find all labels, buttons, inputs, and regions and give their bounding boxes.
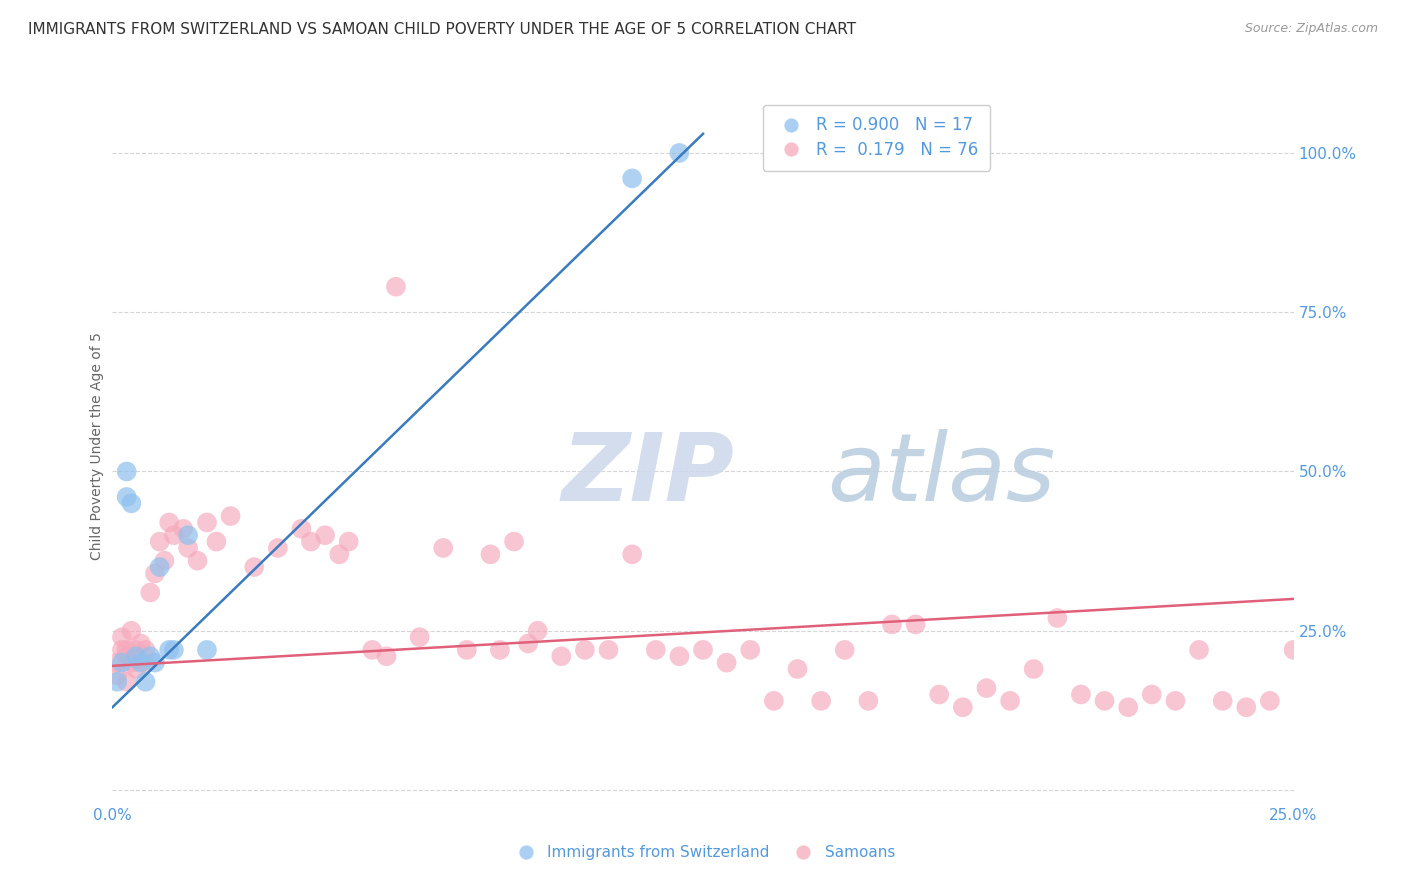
Point [195,643,218,657]
Point [153,554,176,568]
Point [135,643,157,657]
Point [1258,694,1281,708]
Point [149,560,172,574]
Text: Source: ZipAtlas.com: Source: ZipAtlas.com [1244,22,1378,36]
Point [125,662,148,676]
Point [243,560,266,574]
Point [139,649,162,664]
Point [143,656,166,670]
Text: IMMIGRANTS FROM SWITZERLAND VS SAMOAN CHILD POVERTY UNDER THE AGE OF 5 CORRELATI: IMMIGRANTS FROM SWITZERLAND VS SAMOAN CH… [28,22,856,37]
Point [135,656,157,670]
Point [716,656,738,670]
Legend: Immigrants from Switzerland, Samoans: Immigrants from Switzerland, Samoans [505,839,901,866]
Point [1022,662,1045,676]
Point [135,674,157,689]
Point [1070,688,1092,702]
Point [668,649,690,664]
Point [1046,611,1069,625]
Point [120,624,142,638]
Point [195,516,218,530]
Point [205,534,228,549]
Point [1164,694,1187,708]
Point [1282,643,1305,657]
Point [952,700,974,714]
Point [668,145,690,160]
Point [1140,688,1163,702]
Point [574,643,596,657]
Point [976,681,998,695]
Point [157,516,180,530]
Point [328,547,350,561]
Point [186,554,208,568]
Point [115,490,138,504]
Point [105,656,128,670]
Point [219,509,242,524]
Point [762,694,785,708]
Point [456,643,478,657]
Text: atlas: atlas [827,429,1056,520]
Point [692,643,714,657]
Point [299,534,322,549]
Point [1188,643,1211,657]
Point [740,643,762,657]
Point [177,528,200,542]
Point [489,643,512,657]
Point [163,643,186,657]
Point [598,643,620,657]
Point [163,528,186,542]
Point [143,566,166,581]
Point [111,630,134,644]
Point [361,643,384,657]
Point [1234,700,1257,714]
Point [479,547,502,561]
Point [526,624,548,638]
Point [115,649,138,664]
Point [375,649,398,664]
Point [621,171,644,186]
Point [125,643,148,657]
Point [432,541,454,555]
Point [858,694,880,708]
Point [880,617,903,632]
Point [125,649,148,664]
Point [129,636,152,650]
Point [408,630,430,644]
Point [314,528,336,542]
Point [267,541,290,555]
Point [290,522,312,536]
Point [1116,700,1139,714]
Point [1094,694,1116,708]
Point [337,534,360,549]
Point [157,643,180,657]
Point [115,674,138,689]
Point [928,688,950,702]
Y-axis label: Child Poverty Under the Age of 5: Child Poverty Under the Age of 5 [90,332,104,560]
Point [120,656,142,670]
Point [120,496,142,510]
Point [550,649,572,664]
Point [115,643,138,657]
Point [786,662,808,676]
Point [1212,694,1234,708]
Point [105,668,128,682]
Point [139,585,162,599]
Point [111,643,134,657]
Point [149,534,172,549]
Text: ZIP: ZIP [561,428,734,521]
Point [503,534,526,549]
Point [517,636,540,650]
Point [105,674,128,689]
Point [810,694,832,708]
Point [111,656,134,670]
Point [115,465,138,479]
Point [385,279,408,293]
Point [621,547,644,561]
Point [904,617,927,632]
Point [834,643,856,657]
Point [172,522,194,536]
Point [177,541,200,555]
Point [129,656,152,670]
Point [644,643,666,657]
Point [998,694,1021,708]
